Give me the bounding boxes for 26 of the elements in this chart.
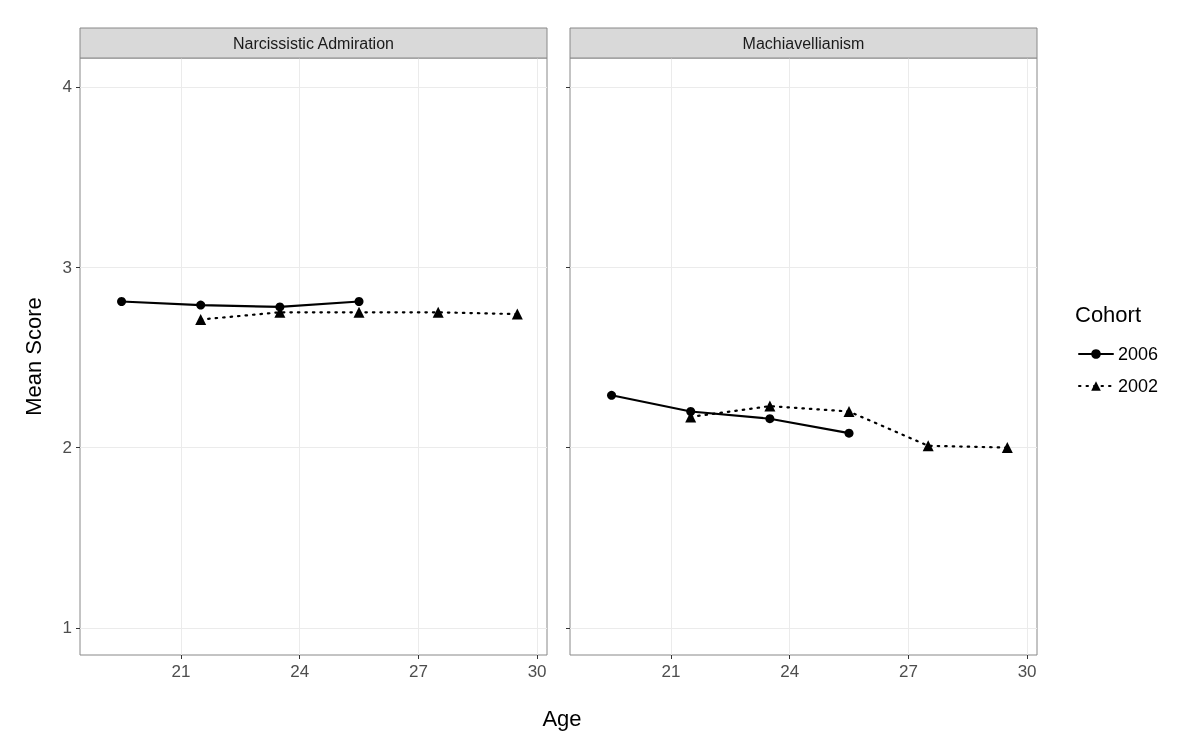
chart-title: Machiavellianism: [742, 34, 865, 52]
x-tick-label: 24: [780, 662, 800, 681]
chart-title: Narcissistic Admiration: [233, 34, 394, 52]
x-axis-title: Age: [542, 705, 582, 731]
point: [765, 414, 775, 424]
legend-label: 2002: [1118, 376, 1159, 396]
x-tick-label: 24: [290, 662, 310, 681]
y-tick-label: 3: [62, 257, 72, 277]
y-tick-label: 4: [62, 77, 72, 97]
point: [844, 428, 854, 438]
point: [1001, 442, 1013, 454]
point: [922, 440, 934, 452]
y-tick-label: 2: [62, 438, 72, 458]
point: [843, 406, 855, 418]
y-axis-title: Mean Score: [20, 297, 46, 416]
x-tick-label: 30: [1017, 662, 1037, 681]
legend-title: Cohort: [1075, 301, 1142, 327]
point: [607, 390, 617, 400]
y-tick-label: 1: [62, 618, 72, 638]
legend-label: 2006: [1118, 344, 1159, 364]
x-tick-label: 27: [898, 662, 918, 681]
x-tick-label: 21: [661, 662, 681, 681]
point: [764, 400, 776, 412]
x-tick-label: 21: [171, 662, 191, 681]
x-tick-label: 27: [408, 662, 428, 681]
x-tick-label: 30: [527, 662, 547, 681]
